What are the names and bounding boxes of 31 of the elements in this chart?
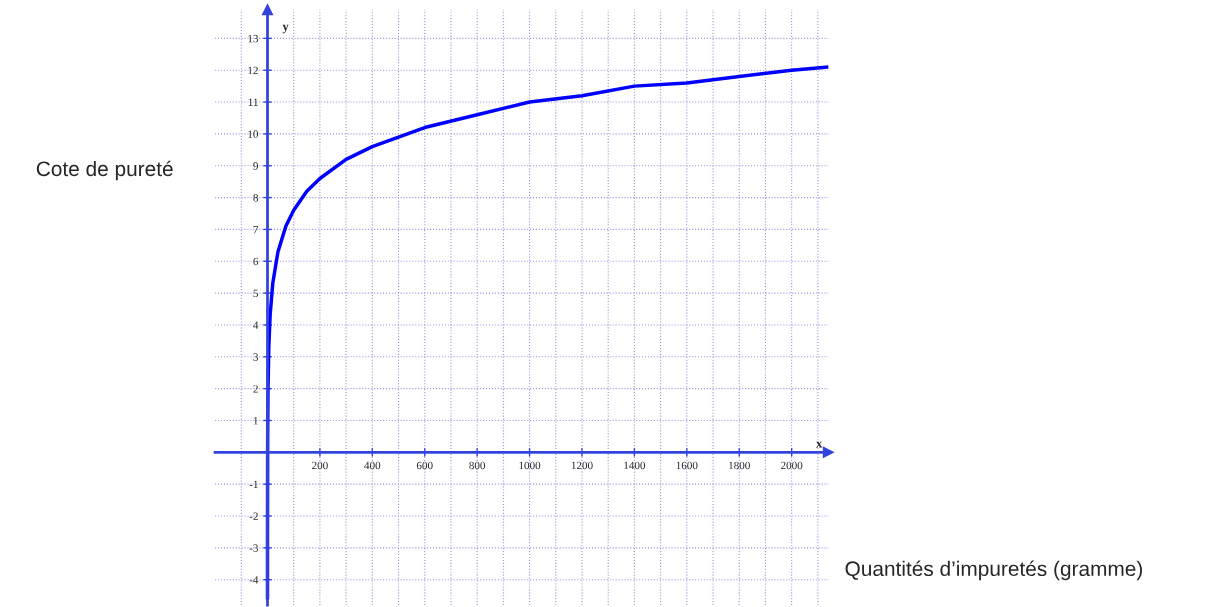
x-tick-label: 200 — [312, 461, 328, 470]
y-tick-label: 1 — [253, 417, 258, 425]
y-axis-title: Cote de pureté — [36, 160, 173, 181]
x-tick-label: 1600 — [676, 461, 698, 470]
annotation: x — [816, 441, 823, 448]
y-tick-label: -1 — [249, 480, 258, 489]
y-tick-label: 12 — [248, 66, 258, 75]
x-tick-label: 1200 — [571, 461, 593, 470]
annotation: y — [282, 24, 289, 34]
x-tick-label: 400 — [364, 461, 381, 470]
y-tick-label: -2 — [249, 512, 258, 520]
y-tick-label: -4 — [249, 576, 259, 584]
y-tick-label: -3 — [249, 544, 259, 552]
x-tick-label: 1400 — [624, 461, 646, 470]
x-tick-label: 800 — [469, 461, 486, 470]
y-tick-label: 8 — [253, 194, 259, 202]
y-tick-label: 6 — [253, 257, 259, 266]
y-tick-label: 2 — [253, 385, 258, 393]
x-tick-label: 600 — [416, 461, 433, 470]
x-axis-title: Quantités d’impuretés (gramme) — [845, 560, 1143, 581]
y-tick-label: 4 — [253, 321, 259, 329]
y-tick-label: 13 — [248, 34, 259, 43]
x-tick-label: 1800 — [729, 461, 750, 470]
y-tick-label: 5 — [253, 289, 259, 298]
y-tick-label: 7 — [253, 226, 259, 234]
x-tick-label: 1000 — [519, 461, 541, 470]
y-tick-label: 3 — [253, 353, 259, 361]
y-tick-label: 11 — [248, 98, 258, 106]
y-tick-label: 9 — [253, 162, 259, 170]
x-tick-label: 2000 — [781, 461, 803, 470]
y-tick-label: 10 — [248, 130, 259, 138]
